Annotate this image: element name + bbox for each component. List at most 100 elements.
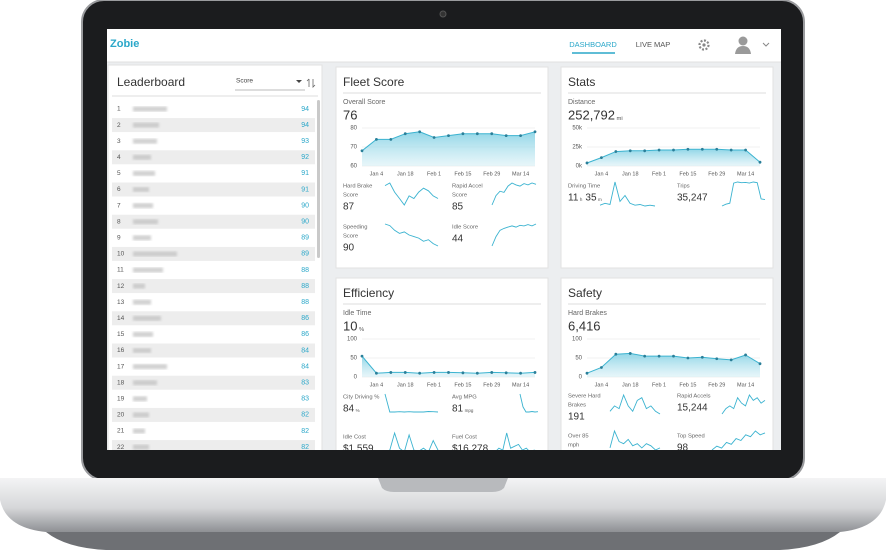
row-stripe [112, 375, 315, 390]
point [360, 354, 364, 358]
y-tick-label: 0 [354, 375, 358, 381]
unit: mi [617, 116, 623, 122]
x-tick-label: Feb 15 [679, 171, 696, 177]
y-tick-label: 100 [347, 337, 358, 343]
x-tick-label: Mar 14 [512, 382, 529, 388]
stat-label: Score [343, 193, 358, 199]
x-tick-label: Jan 4 [370, 171, 383, 177]
rank: 15 [117, 331, 125, 338]
user-avatar[interactable] [735, 36, 770, 55]
blurred-driver-name [133, 203, 153, 209]
unit: % [356, 408, 360, 413]
card-title: Safety [568, 286, 602, 300]
point [475, 371, 479, 375]
rank: 12 [117, 283, 125, 290]
settings-icon[interactable] [698, 39, 710, 51]
metric-value: 85 [452, 202, 464, 213]
card-background [335, 277, 549, 450]
card-background [560, 66, 774, 269]
blurred-driver-name [133, 187, 149, 192]
card-title: Fleet Score [343, 75, 405, 89]
point [403, 132, 407, 136]
point [628, 352, 632, 355]
metric-label: Idle Time [343, 310, 372, 317]
rank: 13 [117, 299, 125, 306]
stat-label: Driving Time [568, 184, 600, 190]
metric-value: 87 [343, 202, 355, 213]
stat-label: Score [452, 193, 467, 199]
x-tick-label: Mar 14 [737, 382, 754, 388]
sparkline [721, 394, 766, 415]
sort-order-icon[interactable] [306, 78, 316, 88]
rank: 16 [117, 347, 125, 354]
point [700, 147, 704, 151]
stat-label: Trips [677, 184, 690, 190]
y-tick-label: 50 [575, 356, 582, 362]
score: 90 [301, 219, 309, 226]
logo[interactable]: Zobie [110, 38, 139, 50]
score: 93 [301, 138, 309, 145]
score: 90 [301, 202, 309, 209]
blurred-driver-name [133, 299, 151, 305]
camera [439, 10, 447, 18]
x-tick-label: Feb 1 [652, 382, 666, 388]
row-stripe [112, 150, 315, 165]
nav-tab[interactable]: DASHBOARD [569, 40, 617, 49]
card-background [335, 66, 549, 269]
blurred-driver-name [133, 122, 159, 128]
nav-tab[interactable]: LIVE MAP [636, 40, 671, 49]
score: 89 [301, 235, 309, 242]
point [447, 134, 450, 138]
metric-value: 191 [568, 412, 585, 423]
point [375, 371, 378, 375]
x-tick-label: Feb 15 [454, 171, 471, 177]
row-stripe [112, 246, 315, 261]
rank: 22 [117, 444, 125, 451]
score: 89 [301, 251, 309, 258]
stat-label: City Driving % [343, 395, 379, 401]
point [475, 132, 479, 136]
rank: 21 [117, 428, 125, 435]
point [533, 371, 537, 374]
point [447, 371, 450, 374]
screen: Zobie DASHBOARD LIVE MAP Leaderboard Sco… [107, 29, 781, 451]
sparkline [388, 431, 439, 450]
row-stripe [112, 279, 315, 294]
point [585, 371, 589, 375]
blurred-driver-name [133, 170, 155, 176]
row-stripe [112, 118, 315, 133]
point [744, 148, 747, 152]
stat-label: Hard Brake [343, 184, 372, 190]
lid-notch [378, 478, 508, 492]
metric-value: 84 [343, 404, 355, 415]
score: 84 [301, 363, 309, 370]
row-stripe [112, 343, 315, 358]
stat-label: mph [568, 443, 579, 449]
sparkline [519, 393, 539, 413]
point [375, 138, 378, 141]
sparkline [384, 393, 439, 413]
y-tick-label: 0 [579, 375, 583, 381]
sparkline [491, 182, 537, 206]
x-tick-label: Feb 29 [708, 382, 725, 388]
point [729, 358, 733, 362]
leaderboard-title: Leaderboard [117, 75, 185, 89]
score: 82 [301, 444, 309, 451]
point [600, 156, 603, 160]
dropdown-caret[interactable] [296, 80, 302, 83]
x-tick-label: Jan 4 [595, 382, 608, 388]
x-tick-label: Mar 14 [512, 171, 529, 177]
score: 94 [301, 106, 309, 113]
card-title: Stats [568, 75, 595, 89]
row-stripe [112, 214, 315, 229]
scrollbar[interactable] [317, 100, 320, 258]
blurred-driver-name [133, 315, 161, 321]
x-tick-label: Feb 15 [454, 382, 471, 388]
point [389, 371, 393, 374]
point [758, 362, 762, 366]
stat-label: Score [343, 234, 358, 240]
sort-select[interactable]: Score [236, 78, 253, 85]
